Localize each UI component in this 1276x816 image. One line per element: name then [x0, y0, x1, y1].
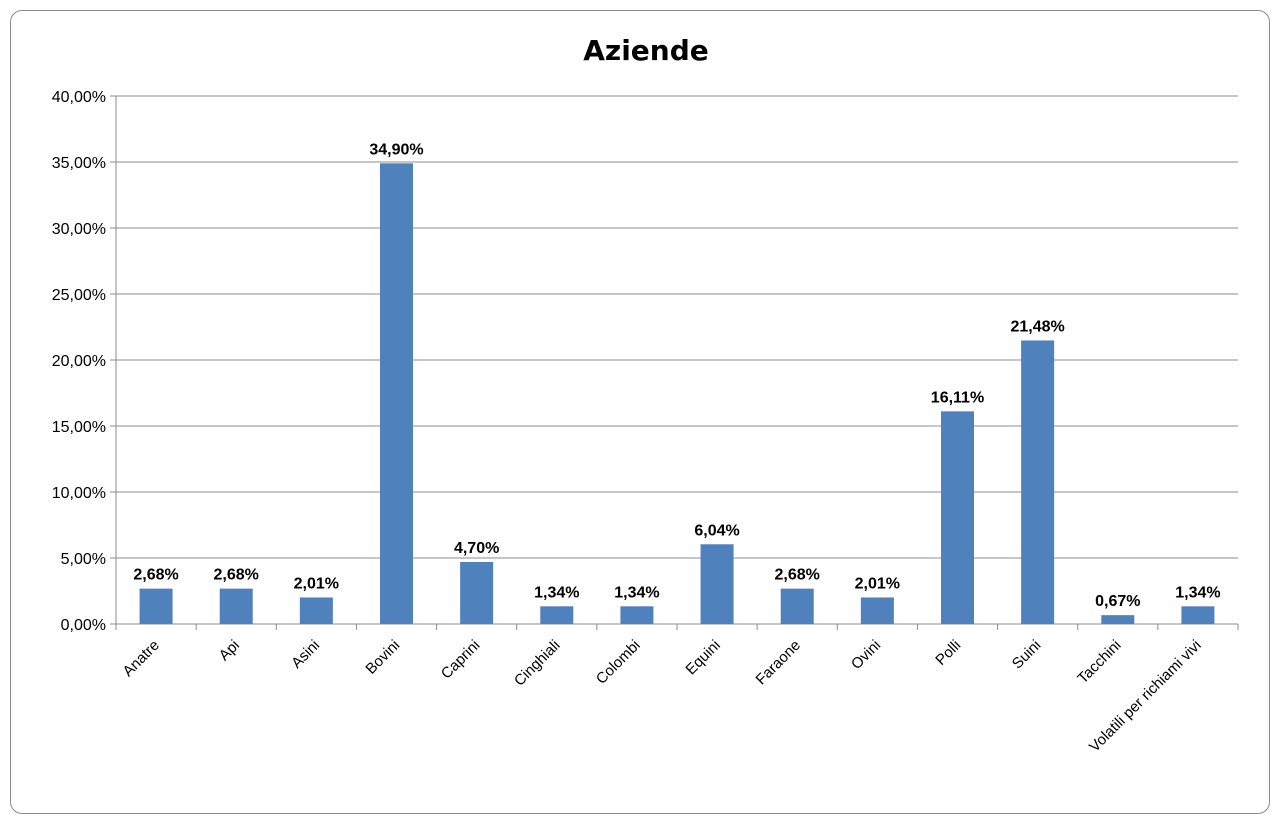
x-tick-label: Polli: [932, 637, 964, 669]
data-label: 6,04%: [694, 522, 739, 539]
x-tick-label: Equini: [682, 637, 724, 679]
x-tick-label: Asini: [288, 637, 323, 672]
bar-bovini: [380, 163, 413, 624]
data-label: 4,70%: [454, 540, 499, 557]
bar-faraone: [780, 588, 814, 624]
data-label: 1,34%: [534, 584, 579, 601]
x-tick-label: Cinghiali: [511, 637, 564, 690]
x-tick-label: Api: [216, 637, 243, 664]
y-tick-label: 40,00%: [52, 89, 106, 106]
bar-cinghiali: [540, 606, 574, 624]
x-tick-labels: Anatre Api Asini Bovini Caprini Cinghiali Colo…: [120, 637, 1205, 756]
x-tick-label: Colombi: [593, 637, 644, 688]
y-tick-labels: 0,00% 5,00% 10,00% 15,00% 20,00% 25,00% 30,00%…: [52, 89, 106, 634]
y-tick-label: 10,00%: [52, 485, 106, 502]
bar-equini: [700, 544, 734, 624]
x-tick-label: Faraone: [753, 637, 805, 689]
x-tick-label: Ovini: [848, 637, 884, 673]
x-tick-label: Suini: [1009, 637, 1045, 673]
bar-ovini: [860, 597, 894, 624]
y-tick-label: 5,00%: [61, 551, 106, 568]
bar-suini: [1021, 340, 1055, 624]
data-label: 1,34%: [1175, 584, 1220, 601]
data-label: 2,68%: [133, 567, 178, 584]
bar-api: [219, 588, 253, 624]
x-tick-label: Tacchini: [1074, 637, 1124, 687]
y-tick-label: 35,00%: [52, 155, 106, 172]
data-label: 2,68%: [775, 567, 820, 584]
x-tick-label: Bovini: [362, 637, 403, 678]
y-tick-label: 30,00%: [52, 221, 106, 238]
data-label: 21,48%: [1011, 318, 1065, 335]
data-label: 0,67%: [1095, 593, 1140, 610]
axes: [110, 95, 1239, 630]
data-label: 2,01%: [855, 575, 900, 592]
y-tick-label: 20,00%: [52, 353, 106, 370]
x-tick-label: Caprini: [438, 637, 484, 683]
bar-asini: [299, 597, 333, 624]
data-label: 16,11%: [931, 389, 984, 406]
data-label: 34,90%: [369, 141, 423, 158]
bars: [139, 163, 1215, 624]
y-tick-label: 25,00%: [52, 287, 106, 304]
data-label: 2,01%: [294, 575, 339, 592]
bar-tacchini: [1101, 615, 1135, 624]
chart-frame: [10, 10, 1270, 814]
data-label: 2,68%: [214, 567, 259, 584]
x-tick-label: Anatre: [120, 637, 163, 680]
bar-anatre: [139, 588, 173, 624]
data-label: 1,34%: [614, 584, 659, 601]
chart-title: Aziende: [583, 34, 709, 67]
gridlines: [116, 95, 1238, 559]
y-tick-label: 15,00%: [52, 419, 106, 436]
y-tick-label: 0,00%: [61, 617, 106, 634]
bar-polli: [941, 411, 974, 624]
bar-colombi: [620, 606, 654, 624]
bar-volatili-per-richiami-vivi: [1181, 606, 1215, 624]
data-labels: 2,68% 2,68% 2,01% 34,90% 4,70% 1,34% 1,34% 6,04…: [133, 141, 1220, 610]
bar-caprini: [460, 561, 494, 624]
